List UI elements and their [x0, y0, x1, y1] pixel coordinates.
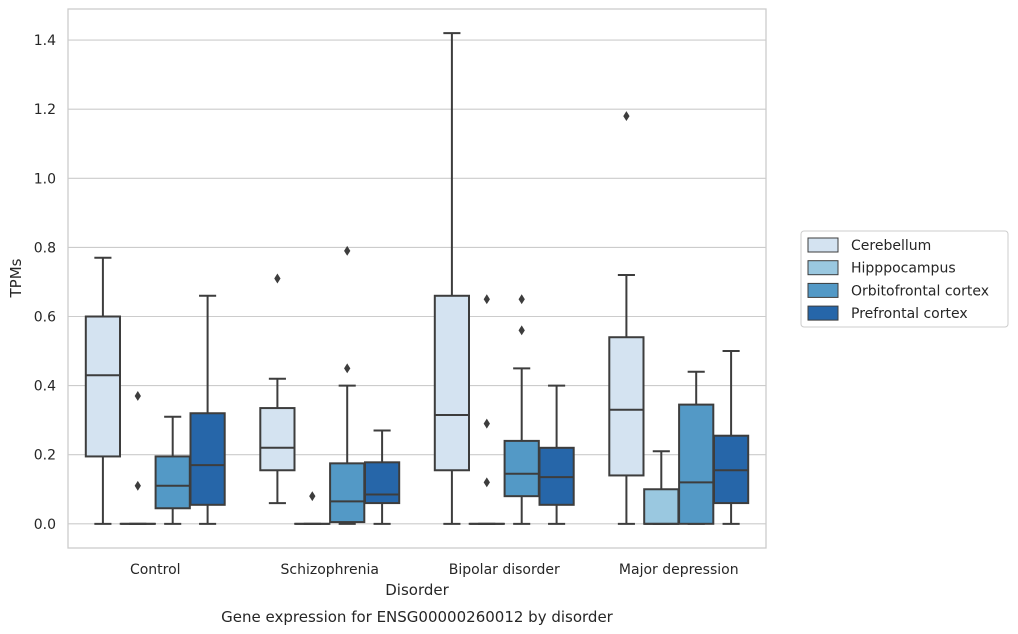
outlier-point: [483, 477, 490, 488]
box-body: [329, 462, 366, 524]
box-prefrontal-cortex: [712, 350, 750, 525]
box-body: [503, 439, 540, 498]
box-hipppocampus: [468, 294, 505, 525]
box-hipppocampus: [119, 391, 156, 525]
y-tick-label: 1.4: [34, 33, 56, 49]
box-prefrontal-cortex: [538, 384, 575, 525]
x-axis-ticks: Control Schizophrenia Bipolar disorder Majo…: [130, 562, 739, 578]
legend-swatch: [807, 260, 839, 276]
x-tick-label: Control: [130, 562, 181, 578]
box-cerebellum: [259, 273, 296, 505]
y-tick-label: 0.0: [34, 517, 56, 533]
outlier-point: [483, 294, 490, 305]
box-orbitofrontal-cortex: [154, 415, 191, 525]
legend: Cerebellum Hipppocampus Orbitofrontal cort…: [800, 230, 1009, 328]
box-prefrontal-cortex: [363, 429, 401, 525]
outlier-point: [518, 325, 525, 336]
outlier-point: [344, 363, 351, 374]
legend-frame: [800, 230, 1009, 328]
box-cerebellum: [608, 111, 645, 525]
outlier-point: [134, 480, 141, 491]
grid-lines: [68, 39, 766, 525]
outlier-point: [274, 273, 281, 284]
y-tick-label: 1.0: [34, 171, 56, 187]
y-tick-label: 0.4: [34, 379, 56, 395]
legend-swatch: [807, 237, 839, 253]
outlier-point: [344, 245, 351, 256]
y-axis-label: TPMs: [7, 258, 25, 298]
x-tick-label: Schizophrenia: [281, 562, 379, 578]
legend-swatch: [807, 305, 839, 321]
plot-area: [84, 32, 750, 525]
box-body: [643, 488, 680, 525]
box-prefrontal-cortex: [189, 294, 226, 525]
box-body: [363, 461, 401, 505]
outlier-point: [518, 294, 525, 305]
legend-label: Prefrontal cortex: [851, 306, 968, 322]
box-orbitofrontal-cortex: [678, 370, 715, 525]
outlier-point: [309, 491, 316, 502]
x-tick-label: Bipolar disorder: [449, 562, 560, 578]
legend-swatch: [807, 282, 839, 298]
outlier-point: [134, 391, 141, 401]
y-tick-label: 0.6: [34, 310, 56, 326]
box-cerebellum: [84, 256, 122, 525]
box-body: [154, 455, 191, 510]
box-body: [84, 315, 122, 458]
plot-frame: [67, 8, 767, 549]
y-tick-label: 1.2: [34, 102, 56, 118]
y-tick-label: 0.2: [34, 448, 56, 464]
chart-caption: Gene expression for ENSG00000260012 by d…: [221, 608, 614, 626]
box-body: [678, 403, 715, 525]
y-axis-ticks: 0.0 0.2 0.4 0.6 0.8 1.0 1.2 1.4: [34, 33, 56, 533]
box-body: [433, 294, 471, 472]
outlier-point: [483, 418, 490, 429]
box-hipppocampus: [643, 450, 680, 525]
y-tick-label: 0.8: [34, 240, 56, 256]
box-body: [608, 336, 645, 477]
box-body: [259, 407, 296, 472]
box-cerebellum: [433, 32, 471, 525]
legend-label: Orbitofrontal cortex: [851, 283, 989, 299]
x-axis-label: Disorder: [385, 581, 449, 599]
box-hipppocampus: [294, 491, 331, 525]
box-orbitofrontal-cortex: [329, 245, 366, 525]
legend-label: Cerebellum: [851, 238, 931, 254]
legend-label: Hipppocampus: [851, 261, 956, 277]
x-tick-label: Major depression: [619, 562, 739, 578]
box-orbitofrontal-cortex: [503, 294, 540, 525]
box-body: [189, 412, 226, 506]
outlier-point: [623, 111, 630, 122]
